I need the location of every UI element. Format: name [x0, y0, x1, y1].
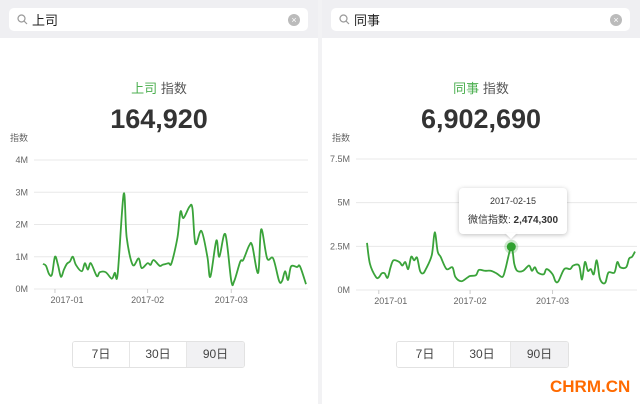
- index-total: 6,902,690: [420, 104, 542, 134]
- clear-icon[interactable]: ×: [610, 13, 622, 26]
- y-tick-label: 4M: [15, 155, 28, 165]
- y-tick-label: 0M: [337, 285, 350, 295]
- panel-divider: [318, 0, 322, 404]
- title-suffix: 指数: [160, 81, 187, 96]
- search-input[interactable]: 同事 ×: [331, 8, 630, 31]
- title-keyword: 同事: [453, 81, 480, 96]
- x-tick-label: 2017-01: [374, 296, 407, 306]
- series-line: [42, 192, 307, 287]
- y-tick-label: 0M: [15, 284, 28, 294]
- x-tick-label: 2017-03: [536, 296, 569, 306]
- title-keyword: 上司: [131, 81, 158, 96]
- y-tick-label: 1M: [15, 252, 28, 262]
- y-tick-label: 2M: [15, 220, 28, 230]
- y-tick-label: 3M: [15, 187, 28, 197]
- x-tick-label: 2017-03: [215, 295, 248, 305]
- search-input[interactable]: 上司 ×: [9, 8, 308, 31]
- range-7d-button[interactable]: 7日: [73, 342, 130, 367]
- index-title: 上司 指数: [0, 78, 318, 97]
- search-icon: [17, 14, 28, 25]
- tooltip-label: 微信指数:: [467, 215, 511, 226]
- search-query: 同事: [354, 13, 381, 28]
- search-query: 上司: [32, 13, 59, 28]
- range-90d-button[interactable]: 90日: [187, 342, 244, 367]
- series-line: [366, 231, 636, 285]
- tooltip-arrow: [505, 233, 517, 239]
- x-tick-label: 2017-02: [454, 296, 487, 306]
- tooltip-date: 2017-02-15: [489, 196, 537, 206]
- y-tick-label: 7.5M: [330, 154, 350, 164]
- range-30d-button[interactable]: 30日: [130, 342, 187, 367]
- x-tick-label: 2017-01: [50, 295, 83, 305]
- search-bar-area: 同事 ×: [322, 0, 640, 38]
- clear-icon[interactable]: ×: [288, 13, 300, 26]
- index-chart: 指数 0M 2.5M 5M 7.5M 2017-01 2017-02 2017-03: [330, 132, 637, 306]
- y-axis-label: 指数: [10, 132, 28, 143]
- title-suffix: 指数: [482, 81, 509, 96]
- y-tick-label: 5M: [337, 198, 350, 208]
- watermark: CHRM.CN: [550, 377, 631, 396]
- range-7d-button[interactable]: 7日: [397, 342, 454, 367]
- search-icon: [339, 14, 350, 25]
- index-panel-shangsi: 上司 × 上司 指数 164,920 指数 0M 1M 2M 3M 4M 2017-01 20…: [0, 0, 318, 404]
- highlight-point: [506, 242, 516, 252]
- y-axis-label: 指数: [332, 132, 350, 143]
- index-chart: 指数 0M 1M 2M 3M 4M 2017-01 2017-02 2017-03: [10, 132, 308, 305]
- range-90d-button[interactable]: 90日: [511, 342, 568, 367]
- tooltip-value: 2,474,300: [513, 215, 559, 226]
- range-30d-button[interactable]: 30日: [454, 342, 511, 367]
- range-selector: 7日 30日 90日: [396, 341, 569, 368]
- index-total: 164,920: [110, 104, 208, 134]
- x-tick-label: 2017-02: [131, 295, 164, 305]
- chart-tooltip: 2017-02-15 微信指数: 2,474,300: [459, 188, 567, 234]
- y-tick-label: 2.5M: [330, 241, 350, 251]
- range-selector: 7日 30日 90日: [72, 341, 245, 368]
- search-bar-area: 上司 ×: [0, 0, 318, 38]
- index-title: 同事 指数: [322, 78, 640, 97]
